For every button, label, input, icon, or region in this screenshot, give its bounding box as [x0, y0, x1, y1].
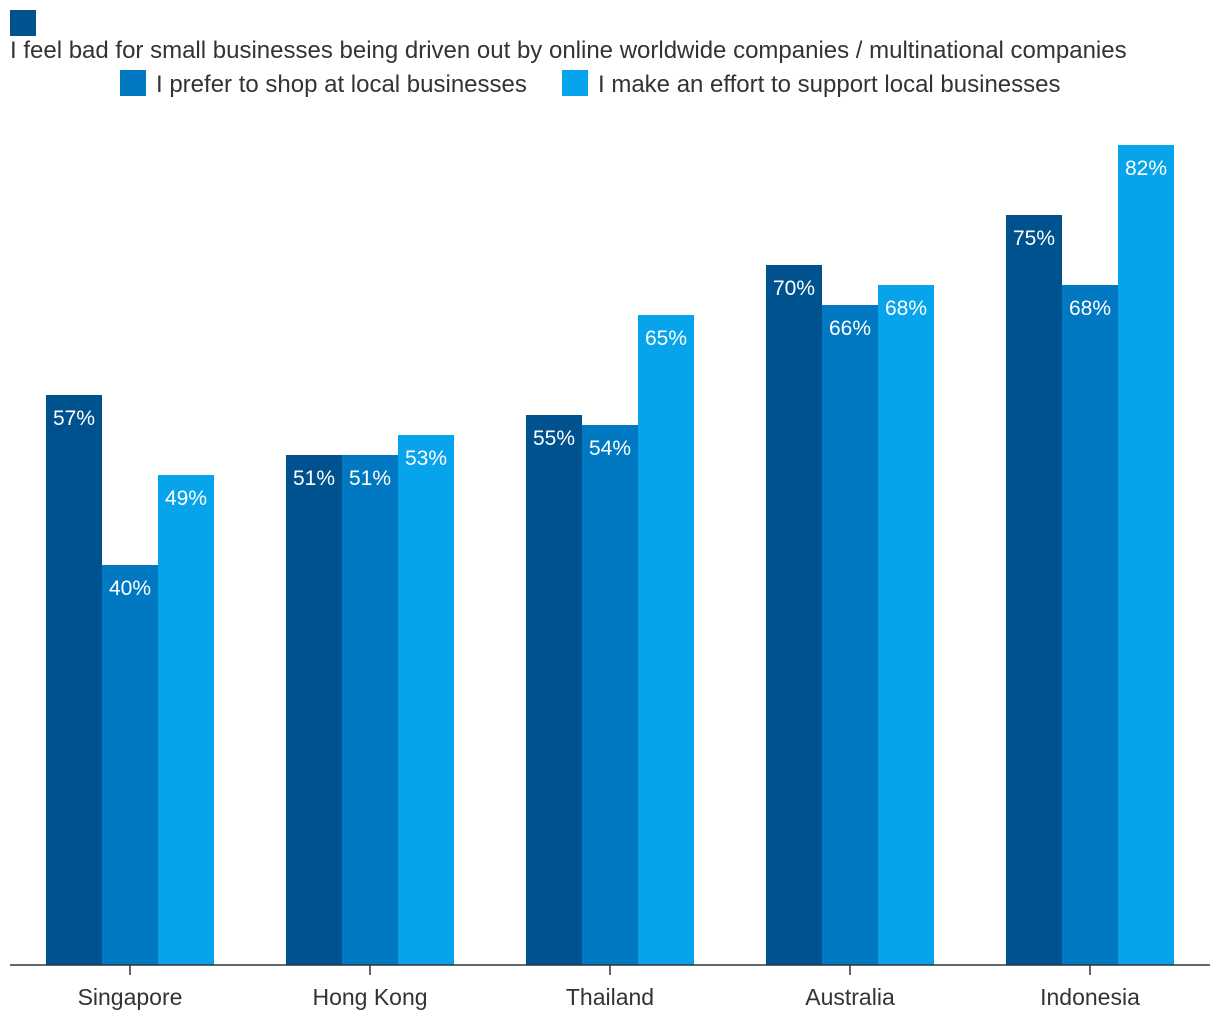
data-label-australia-series-2: 66% — [829, 317, 871, 340]
x-tick-label-australia: Australia — [805, 984, 895, 1010]
data-label-australia-series-1: 70% — [773, 277, 815, 300]
legend-swatch-series-1 — [10, 10, 36, 36]
bar-hong-kong-series-2 — [342, 455, 398, 965]
x-tick-label-thailand: Thailand — [566, 984, 654, 1010]
bar-indonesia-series-1 — [1006, 215, 1062, 965]
legend-label-series-2: I prefer to shop at local businesses — [156, 71, 527, 98]
legend-swatch-series-3 — [562, 70, 588, 96]
x-tick-label-singapore: Singapore — [78, 984, 183, 1010]
x-tick-label-indonesia: Indonesia — [1040, 984, 1140, 1010]
bar-hong-kong-series-1 — [286, 455, 342, 965]
data-label-thailand-series-3: 65% — [645, 327, 687, 350]
data-label-singapore-series-1: 57% — [53, 407, 95, 430]
bar-singapore-series-3 — [158, 475, 214, 965]
bar-australia-series-3 — [878, 285, 934, 965]
data-label-thailand-series-1: 55% — [533, 427, 575, 450]
bar-singapore-series-2 — [102, 565, 158, 965]
legend-label-series-1: I feel bad for small businesses being dr… — [10, 37, 1127, 64]
data-label-hong-kong-series-1: 51% — [293, 467, 335, 490]
bar-indonesia-series-3 — [1118, 145, 1174, 965]
x-tick-label-hong-kong: Hong Kong — [312, 984, 427, 1010]
data-label-hong-kong-series-3: 53% — [405, 447, 447, 470]
data-label-australia-series-3: 68% — [885, 297, 927, 320]
data-label-indonesia-series-1: 75% — [1013, 227, 1055, 250]
bar-thailand-series-3 — [638, 315, 694, 965]
bar-thailand-series-1 — [526, 415, 582, 965]
data-label-indonesia-series-2: 68% — [1069, 297, 1111, 320]
data-label-thailand-series-2: 54% — [589, 437, 631, 460]
bar-indonesia-series-2 — [1062, 285, 1118, 965]
bar-thailand-series-2 — [582, 425, 638, 965]
data-label-singapore-series-2: 40% — [109, 577, 151, 600]
bar-singapore-series-1 — [46, 395, 102, 965]
bar-hong-kong-series-3 — [398, 435, 454, 965]
bar-australia-series-2 — [822, 305, 878, 965]
data-label-singapore-series-3: 49% — [165, 487, 207, 510]
data-label-indonesia-series-3: 82% — [1125, 157, 1167, 180]
bar-australia-series-1 — [766, 265, 822, 965]
legend-swatch-series-2 — [120, 70, 146, 96]
legend-label-series-3: I make an effort to support local busine… — [598, 71, 1060, 98]
data-label-hong-kong-series-2: 51% — [349, 467, 391, 490]
